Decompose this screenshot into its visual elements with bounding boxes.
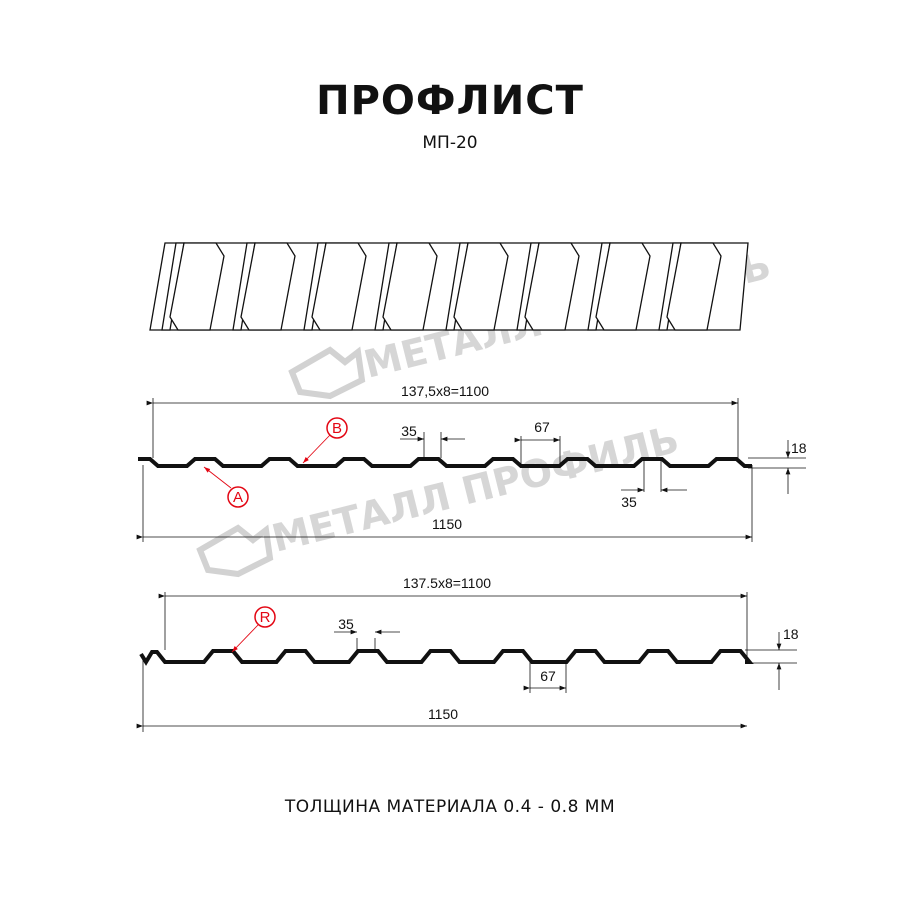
marker-b [326, 417, 348, 439]
sheet-rib-edge [658, 242, 682, 331]
crest-width-label: 35 [401, 423, 417, 439]
gap-width-label: 67 [534, 419, 550, 435]
sheet-rib-edge [303, 242, 327, 331]
marker-a-label: A [233, 489, 243, 506]
sheet-rib [666, 242, 722, 331]
sheet-rib [240, 242, 296, 331]
total-width-label: 1150 [432, 516, 462, 532]
gap-width-label: 67 [540, 668, 556, 684]
height-label: 18 [783, 626, 799, 642]
height-label: 18 [791, 440, 807, 456]
sheet-rib [595, 242, 651, 331]
sheet-rib [524, 242, 580, 331]
model-subtitle: МП-20 [422, 133, 478, 153]
sheet-rib-edge [445, 242, 469, 331]
marker-a [227, 486, 249, 508]
sheet-rib-edge [161, 242, 185, 331]
marker-b-label: B [332, 420, 342, 437]
sheet-rib [382, 242, 438, 331]
sheet-rib [453, 242, 509, 331]
material-thickness-note: ТОЛЩИНА МАТЕРИАЛА 0.4 - 0.8 ММ [284, 797, 616, 817]
marker-r [254, 606, 276, 628]
trough-width-label: 35 [621, 494, 637, 510]
profile-2-outline [139, 649, 754, 666]
profile-1-section: 137,5x8=1100 1150 35 67 35 [136, 383, 807, 542]
marker-r-label: R [260, 609, 271, 626]
profile-2-section: 137.5x8=1100 1150 35 67 18 R [136, 575, 799, 732]
page-title: ПРОФЛИСТ [316, 78, 584, 124]
sheet-rib [311, 242, 367, 331]
svg-text:МЕТАЛЛ ПРОФИЛЬ: МЕТАЛЛ ПРОФИЛЬ [268, 417, 684, 561]
sheet-3d-illustration [149, 242, 749, 331]
crest-width-label: 35 [338, 616, 354, 632]
sheet-rib [169, 242, 225, 331]
span-label: 137.5x8=1100 [403, 575, 491, 591]
total-width-label: 1150 [428, 706, 458, 722]
sheet-rib-edge [587, 242, 611, 331]
sheet-rib-edge [232, 242, 256, 331]
sheet-rib-edge [516, 242, 540, 331]
watermark-logo-2: МЕТАЛЛ ПРОФИЛЬ [196, 417, 684, 578]
sheet-rib-edge [374, 242, 398, 331]
profile-1-outline [138, 457, 752, 468]
span-label: 137,5x8=1100 [401, 383, 489, 399]
